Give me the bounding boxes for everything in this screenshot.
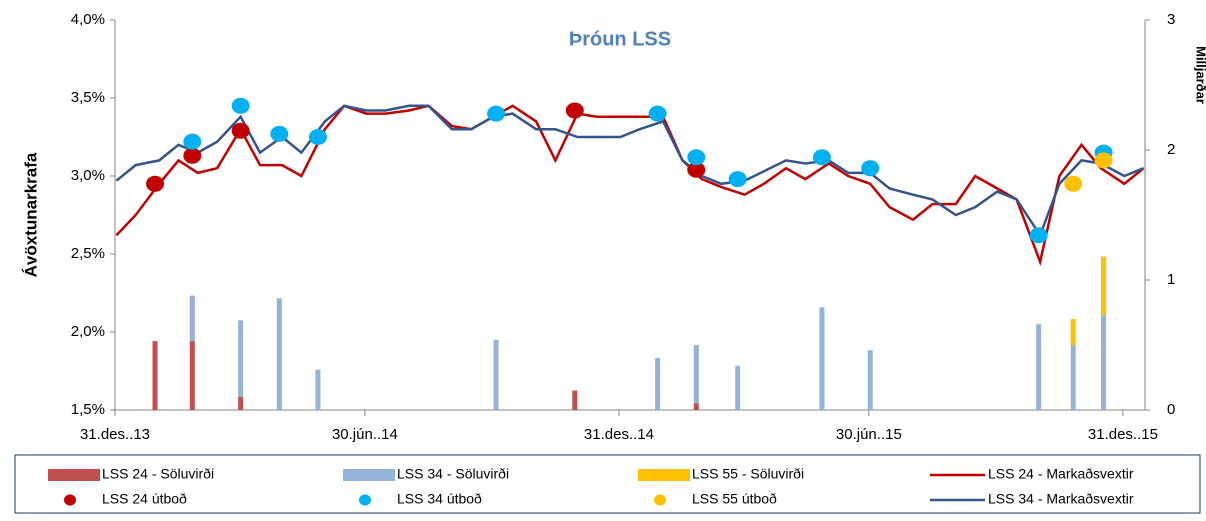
legend-label: LSS 34 - Söluvirði — [397, 466, 509, 482]
dot — [687, 161, 706, 178]
dot — [231, 122, 250, 139]
y2-axis-label: Milljarðar — [1194, 46, 1206, 104]
dot — [812, 149, 831, 166]
y2-tick-label: 3 — [1167, 11, 1175, 28]
line — [115, 104, 1145, 267]
legend-label: LSS 34 - Markaðsvextir — [988, 491, 1134, 507]
dot — [728, 171, 747, 188]
y-tick-label: 1,5% — [71, 401, 105, 418]
bar — [1070, 345, 1076, 410]
bar — [655, 358, 661, 410]
dot — [231, 97, 250, 114]
bar — [315, 369, 321, 410]
bar — [572, 390, 578, 410]
bar — [189, 295, 195, 342]
bar — [189, 341, 195, 410]
legend-swatch — [638, 469, 690, 481]
dot — [1094, 152, 1113, 169]
bar — [735, 365, 741, 410]
y-tick-label: 3,0% — [71, 167, 105, 184]
legend-label: LSS 34 útboð — [397, 491, 482, 507]
y-tick-label: 2,0% — [71, 323, 105, 340]
dot — [565, 102, 584, 119]
bar — [867, 350, 873, 410]
bar — [276, 298, 282, 410]
bar — [493, 339, 499, 410]
x-tick-label: 31.des..14 — [584, 426, 654, 443]
dot — [270, 125, 289, 142]
legend-label: LSS 24 útboð — [102, 491, 187, 507]
dot — [1064, 175, 1083, 192]
x-tick-label: 31.des..13 — [80, 426, 150, 443]
legend-swatch — [64, 494, 76, 506]
bar — [1070, 319, 1076, 345]
x-tick-label: 30.jún..15 — [836, 426, 902, 443]
legend-swatch — [343, 469, 395, 481]
legend-swatch — [48, 469, 100, 481]
dot — [308, 129, 327, 145]
bar — [819, 307, 825, 410]
bar — [152, 341, 158, 410]
y2-tick-label: 1 — [1167, 271, 1175, 288]
dot — [487, 105, 506, 122]
dot — [146, 175, 165, 192]
legend-label: LSS 55 - Söluvirði — [692, 466, 804, 482]
bar — [238, 320, 244, 397]
dot — [183, 147, 202, 164]
legend-swatch — [654, 494, 666, 506]
legend-swatch — [359, 494, 371, 506]
dot — [687, 149, 706, 166]
bar — [1036, 324, 1042, 410]
bar — [238, 397, 244, 410]
y-tick-label: 2,5% — [71, 245, 105, 262]
bar — [693, 345, 699, 404]
y2-tick-label: 2 — [1167, 141, 1175, 158]
bar — [1101, 256, 1107, 316]
x-tick-label: 31.des..15 — [1088, 426, 1158, 443]
x-tick-label: 30.jún..14 — [332, 426, 398, 443]
legend-label: LSS 55 útboð — [692, 491, 777, 507]
line — [115, 104, 1145, 239]
dot — [861, 160, 880, 177]
chart-title: Þróun LSS — [569, 28, 671, 50]
y-axis-label: Ávöxtunarkrafa — [21, 152, 40, 277]
y2-tick-label: 0 — [1167, 401, 1175, 418]
dot — [183, 133, 202, 150]
dot — [1029, 227, 1048, 244]
bar — [693, 403, 699, 410]
legend-label: LSS 24 - Söluvirði — [102, 466, 214, 482]
y-tick-label: 3,5% — [71, 89, 105, 106]
legend-box — [14, 454, 1201, 514]
y-tick-label: 4,0% — [71, 11, 105, 28]
dot — [648, 105, 667, 122]
legend-label: LSS 24 - Markaðsvextir — [988, 466, 1134, 482]
bar — [1101, 315, 1107, 410]
